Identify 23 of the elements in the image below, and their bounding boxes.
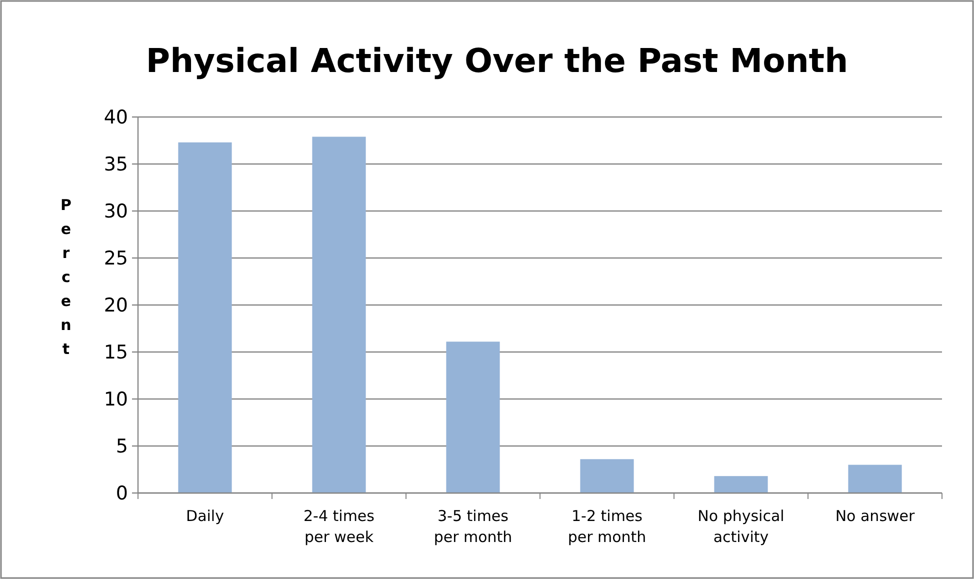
x-tick-label: Daily (186, 507, 224, 525)
y-tick-label: 5 (116, 436, 128, 458)
x-tick-label: 3-5 times per month (434, 507, 512, 546)
bar (714, 476, 768, 493)
bar (312, 136, 366, 493)
y-tick-label: 35 (104, 154, 128, 176)
y-axis-title: Percent (60, 196, 72, 358)
x-tick-label: 2-4 times per week (304, 507, 375, 546)
y-tick-label: 15 (104, 342, 128, 364)
chart-title: Physical Activity Over the Past Month (146, 41, 848, 80)
y-tick-label: 25 (104, 248, 128, 270)
y-tick-label: 0 (116, 482, 128, 505)
y-tick-label: 30 (104, 200, 128, 223)
x-tick-label: No answer (835, 507, 916, 525)
bar (446, 342, 500, 493)
x-tick-label: No physical activity (698, 507, 784, 546)
bar (178, 142, 232, 493)
y-tick-label: 20 (104, 294, 128, 317)
bar (580, 459, 634, 493)
bar (848, 464, 902, 493)
y-tick-label: 10 (104, 388, 128, 411)
x-tick-label: 1-2 times per month (568, 507, 646, 546)
y-tick-label: 40 (104, 106, 128, 129)
